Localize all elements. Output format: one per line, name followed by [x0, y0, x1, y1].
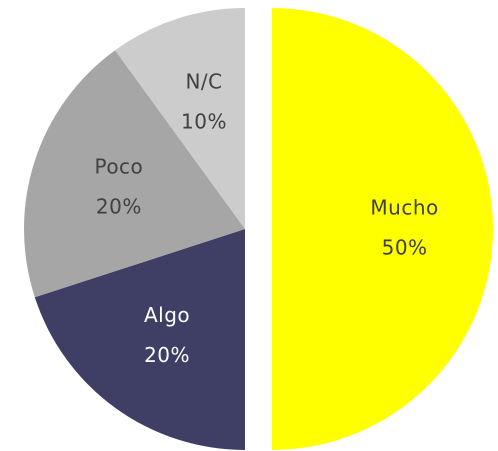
pie-slice	[34, 229, 245, 450]
pie-slice	[272, 8, 493, 450]
slice-label: Poco	[94, 155, 143, 179]
slice-value-label: 50%	[382, 236, 428, 260]
slice-label: N/C	[185, 69, 222, 93]
slice-label: Mucho	[370, 196, 438, 220]
slice-value-label: 20%	[96, 195, 142, 219]
slice-label: Algo	[144, 303, 190, 327]
slice-value-label: 20%	[144, 343, 190, 367]
pie-slice	[115, 8, 245, 229]
pie-slice	[23, 50, 245, 298]
slice-value-label: 10%	[181, 109, 227, 133]
